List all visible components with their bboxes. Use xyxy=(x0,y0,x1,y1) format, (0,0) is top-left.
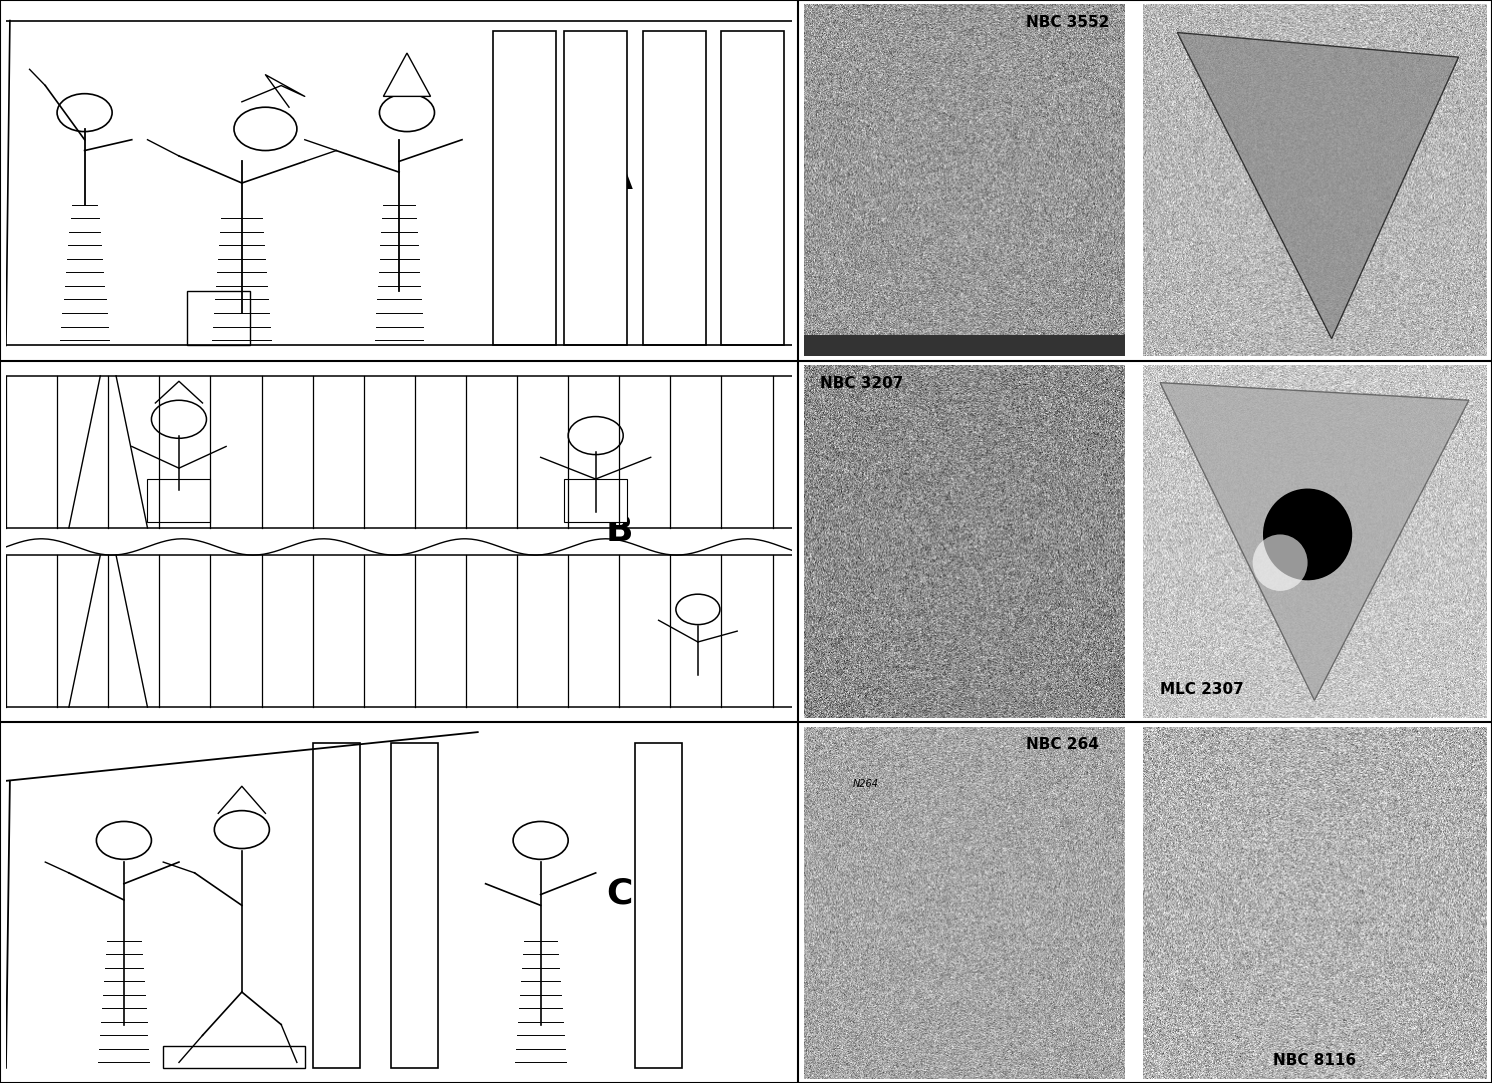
Circle shape xyxy=(97,821,151,860)
Circle shape xyxy=(234,107,297,151)
Circle shape xyxy=(1253,534,1307,591)
Circle shape xyxy=(57,94,112,132)
Circle shape xyxy=(568,417,624,455)
Polygon shape xyxy=(1177,32,1459,339)
Polygon shape xyxy=(383,53,431,96)
Bar xyxy=(804,335,1125,356)
Bar xyxy=(494,31,557,345)
Text: NBC 3207: NBC 3207 xyxy=(821,376,904,391)
Bar xyxy=(148,479,210,522)
Circle shape xyxy=(215,810,270,849)
Circle shape xyxy=(379,94,434,132)
Text: B: B xyxy=(606,513,633,548)
Circle shape xyxy=(1262,488,1352,580)
Circle shape xyxy=(151,401,206,439)
Bar xyxy=(163,1046,304,1068)
Bar xyxy=(313,743,360,1068)
Bar xyxy=(722,31,785,345)
Circle shape xyxy=(676,595,721,625)
Text: A: A xyxy=(606,161,633,196)
Text: NBC 3552: NBC 3552 xyxy=(1025,15,1109,30)
Text: C: C xyxy=(606,876,633,911)
Bar xyxy=(636,743,682,1068)
Bar xyxy=(564,479,627,522)
Bar xyxy=(564,31,627,345)
Text: N264: N264 xyxy=(852,780,879,790)
Bar xyxy=(391,743,439,1068)
Text: MLC 2307: MLC 2307 xyxy=(1161,682,1244,696)
Circle shape xyxy=(513,821,568,860)
Text: NBC 264: NBC 264 xyxy=(1026,738,1100,753)
Text: NBC 8116: NBC 8116 xyxy=(1273,1053,1356,1068)
Polygon shape xyxy=(1161,382,1468,701)
Bar xyxy=(186,291,249,345)
Bar xyxy=(643,31,706,345)
